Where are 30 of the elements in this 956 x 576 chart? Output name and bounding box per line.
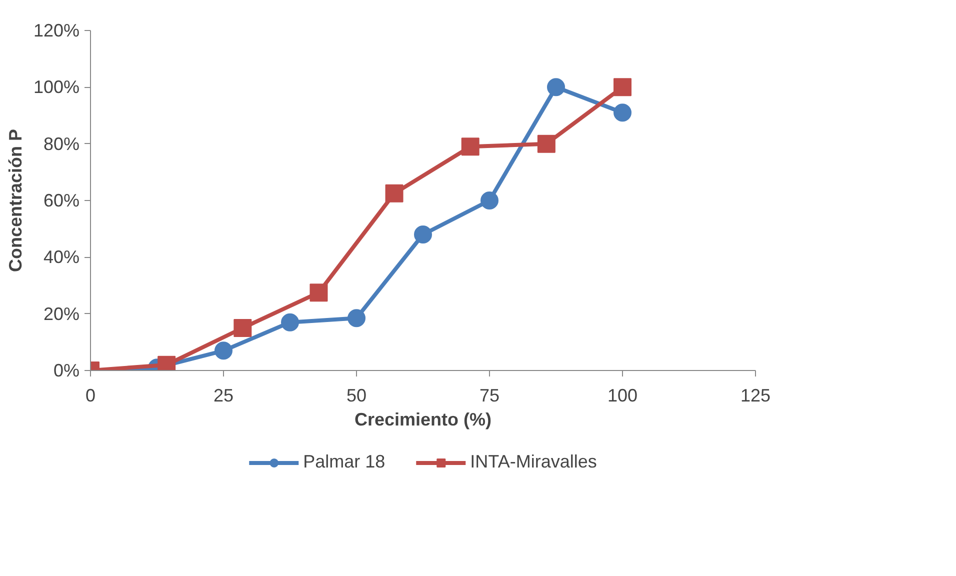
point bbox=[385, 184, 404, 202]
point bbox=[281, 313, 299, 332]
point bbox=[348, 309, 366, 328]
point bbox=[480, 192, 498, 210]
y-tick-label: 80% bbox=[43, 134, 80, 154]
point bbox=[614, 78, 632, 96]
point bbox=[614, 104, 632, 122]
legend-label: Palmar 18 bbox=[303, 452, 386, 472]
point bbox=[461, 138, 480, 156]
point bbox=[234, 319, 252, 337]
point bbox=[310, 284, 328, 302]
x-tick-label: 125 bbox=[740, 386, 771, 406]
x-axis-title: Crecimiento (%) bbox=[354, 410, 492, 430]
point bbox=[214, 342, 232, 360]
x-tick-label: 50 bbox=[346, 386, 367, 406]
point bbox=[537, 134, 556, 153]
y-tick-label: 0% bbox=[53, 360, 80, 380]
y-tick-label: 120% bbox=[33, 20, 80, 40]
x-tick-label: 75 bbox=[479, 386, 500, 406]
x-tick-label: 100 bbox=[607, 386, 638, 406]
y-tick-label: 60% bbox=[43, 190, 80, 210]
point bbox=[414, 226, 432, 244]
y-tick-label: 100% bbox=[33, 77, 80, 98]
legend-label: INTA-Miravalles bbox=[470, 452, 597, 472]
point bbox=[547, 78, 565, 96]
y-tick-label: 20% bbox=[43, 304, 80, 324]
x-tick-label: 0 bbox=[85, 386, 96, 406]
y-tick-label: 40% bbox=[43, 247, 80, 268]
x-tick-label: 25 bbox=[213, 386, 234, 406]
y-axis-title: Concentración P bbox=[5, 128, 26, 272]
